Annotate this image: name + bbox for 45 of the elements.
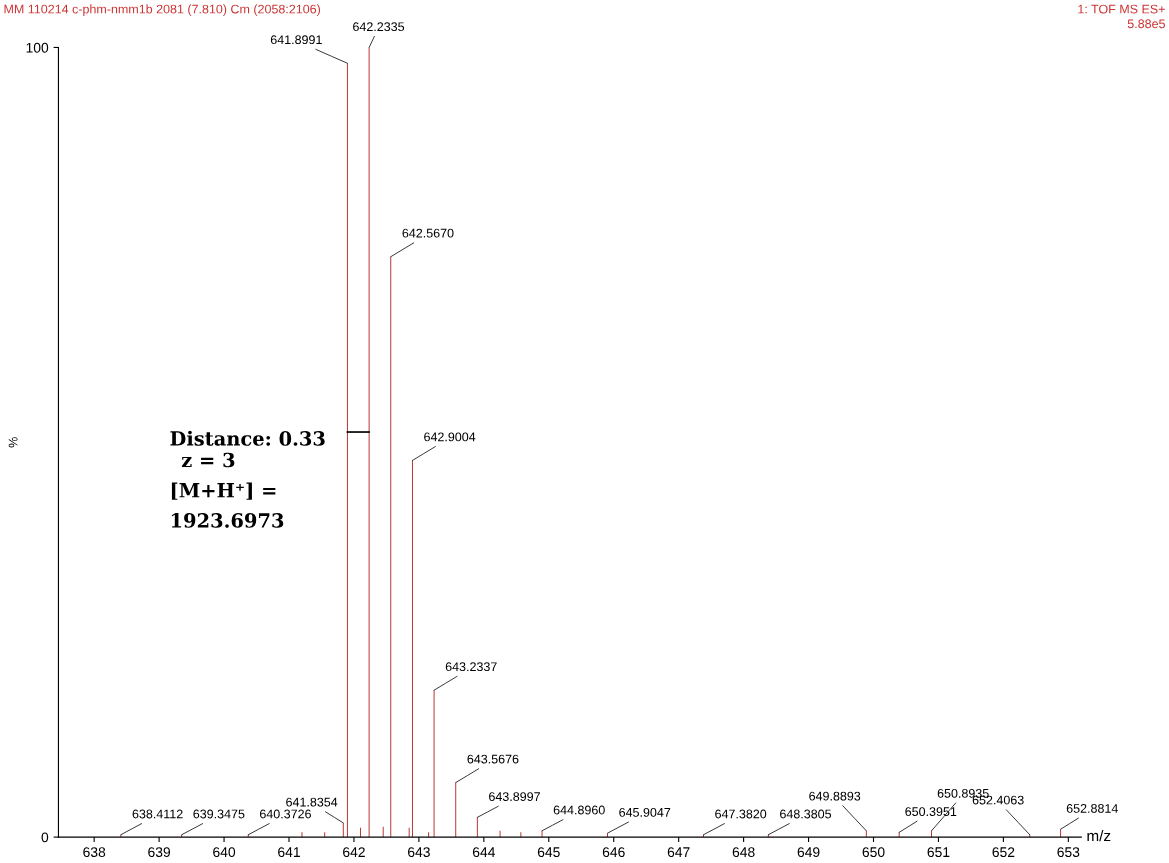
y-tick-label: 100 xyxy=(26,42,49,53)
x-tick-label: 649 xyxy=(797,847,820,858)
annotation: 649.8893 xyxy=(809,791,861,801)
x-tick-label: 650 xyxy=(862,847,885,858)
annotation: 643.5676 xyxy=(467,754,519,764)
chart-title: MM 110214 c-phm-nmm1b 2081 (7.810) Cm (2058:2106) xyxy=(4,4,321,16)
annotation: 642.2335 xyxy=(353,22,405,32)
annotation: 647.3820 xyxy=(715,809,767,819)
x-tick-label: 638 xyxy=(83,847,106,858)
annotation: 645.9047 xyxy=(619,807,671,817)
annotation: 648.3805 xyxy=(780,809,832,819)
text: 5.88e5 xyxy=(1127,19,1165,29)
x-tick-label: 646 xyxy=(602,847,625,858)
x-tick-label: 642 xyxy=(343,847,365,858)
x-tick-label: 643 xyxy=(408,847,430,858)
x-tick-label: 648 xyxy=(732,847,755,858)
x-axis-title: m/z xyxy=(1087,829,1111,842)
x-tick-label: 652 xyxy=(992,847,1015,858)
x-tick-label: 645 xyxy=(537,847,560,858)
annotation: 641.8354 xyxy=(286,797,338,807)
annotation: 642.5670 xyxy=(402,228,454,238)
x-tick-label: 653 xyxy=(1057,847,1080,858)
x-tick-label: 644 xyxy=(472,847,496,858)
annotation: z = 3 xyxy=(181,452,235,468)
annotation: 1923.6973 xyxy=(171,513,284,528)
annotation: 641.8991 xyxy=(270,35,322,45)
annotation: Distance: 0.33 xyxy=(170,430,325,446)
x-tick-label: 639 xyxy=(148,847,171,858)
x-tick-label: 640 xyxy=(213,847,236,858)
annotation: [M+H⁺] = xyxy=(171,482,276,500)
annotation: 643.2337 xyxy=(445,662,497,672)
annotation: 642.9004 xyxy=(424,432,476,442)
annotation: 650.3951 xyxy=(905,807,957,817)
annotation: 652.8814 xyxy=(1066,804,1118,813)
annotation: 640.3726 xyxy=(260,809,311,819)
annotation: 639.3475 xyxy=(193,809,245,819)
annotation: 638.4112 xyxy=(132,809,183,819)
x-tick-label: 647 xyxy=(667,847,690,858)
y-axis-title: % xyxy=(8,437,18,448)
y-tick-label: 0 xyxy=(41,832,49,843)
annotation: 643.8997 xyxy=(489,792,540,802)
x-tick-label: 641 xyxy=(278,847,300,858)
annotation: 644.8960 xyxy=(553,805,605,815)
text: 1: TOF MS ES+ xyxy=(1078,4,1165,14)
x-tick-label: 651 xyxy=(927,847,950,858)
